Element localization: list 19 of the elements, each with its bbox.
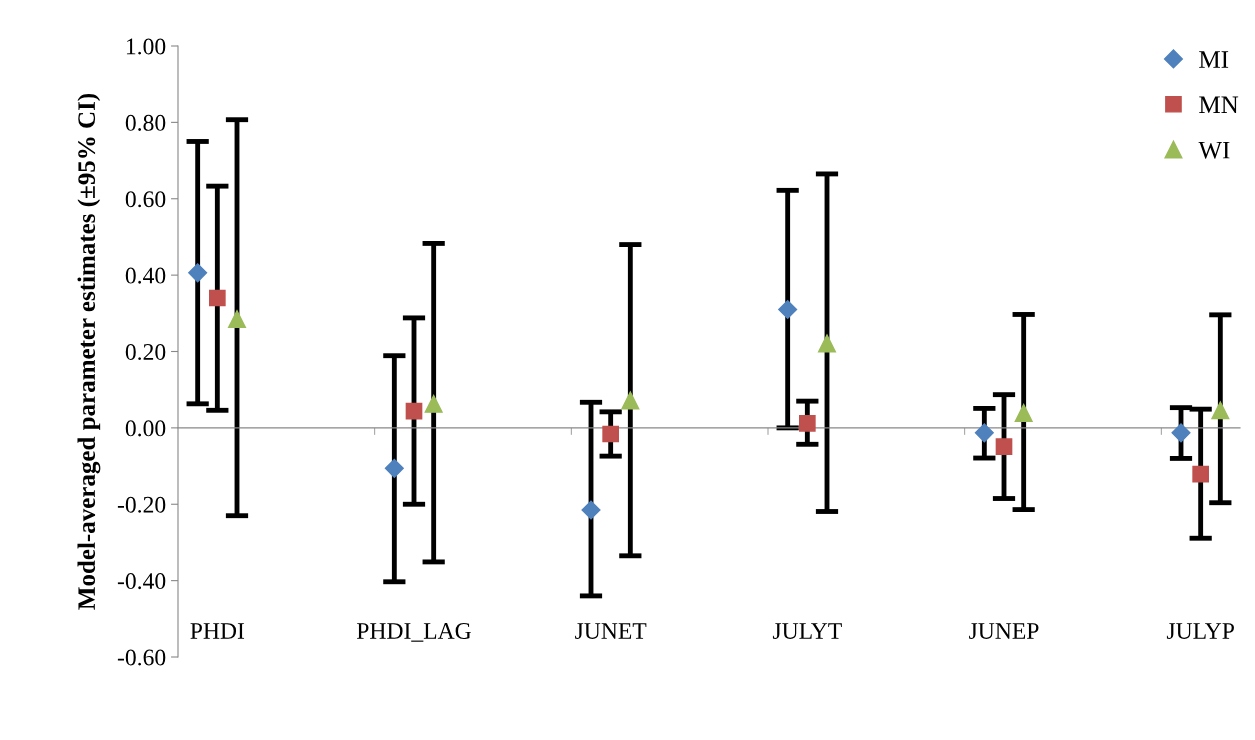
x-tick-label: JUNEP <box>969 623 1039 639</box>
legend-label: MI <box>1199 51 1229 68</box>
x-tick-label: PHDI <box>190 623 245 639</box>
legend-label: MN <box>1199 96 1239 113</box>
y-tick-label: 1.00 <box>126 38 166 55</box>
x-tick-label: JUNET <box>575 623 647 639</box>
x-tick-label: JULYP <box>1166 623 1234 639</box>
x-tick-label: JULYT <box>772 623 842 639</box>
y-tick-label: 0.40 <box>125 267 166 284</box>
y-tick-label: -0.20 <box>117 496 166 513</box>
y-tick-label: -0.40 <box>117 573 166 590</box>
legend-label: WI <box>1198 141 1230 159</box>
y-axis-title: Model-averaged parameter estimates (±95% CI) <box>77 93 101 610</box>
y-tick-label: 0.00 <box>125 420 166 437</box>
y-tick-label: -0.60 <box>117 649 166 666</box>
y-tick-label: 0.20 <box>125 343 166 361</box>
y-tick-label: 0.80 <box>125 114 166 131</box>
x-tick-label: PHDI_LAG <box>356 623 471 642</box>
y-tick-label: 0.60 <box>125 191 166 208</box>
